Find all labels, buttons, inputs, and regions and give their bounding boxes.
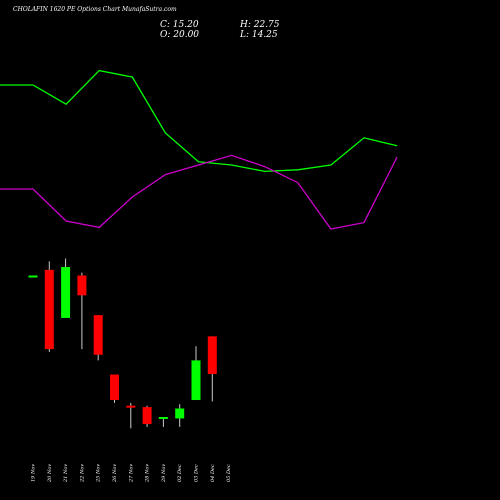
candle-body bbox=[110, 374, 119, 401]
candle-body bbox=[77, 275, 87, 296]
candle-body bbox=[158, 417, 168, 419]
open-value: O: 20.00 bbox=[160, 30, 200, 40]
green-indicator-line bbox=[0, 69, 398, 173]
x-tick-label: 19 Nov bbox=[31, 464, 37, 482]
x-tick-label: 20 Nov bbox=[47, 464, 53, 483]
candle-body bbox=[93, 315, 103, 355]
candle bbox=[61, 258, 71, 318]
candle-body bbox=[44, 269, 54, 350]
x-tick-label: 29 Nov bbox=[161, 464, 167, 483]
x-tick-label: 04 Dec bbox=[210, 464, 216, 482]
candle-body bbox=[207, 336, 217, 374]
indicator-lines bbox=[0, 69, 398, 230]
x-tick-label: 05 Dec bbox=[226, 464, 232, 482]
candle-body bbox=[142, 407, 152, 425]
candle bbox=[28, 275, 38, 278]
candle-body bbox=[191, 360, 201, 401]
candle bbox=[158, 417, 168, 427]
candle bbox=[44, 261, 54, 352]
x-tick-label: 28 Nov bbox=[145, 464, 151, 483]
x-tick-label: 27 Nov bbox=[128, 464, 134, 483]
chart-title: CHOLAFIN 1620 PE Options Chart MunafaSut… bbox=[13, 6, 177, 13]
candle bbox=[93, 315, 103, 361]
candle bbox=[110, 374, 119, 403]
candle-body bbox=[126, 405, 136, 408]
magenta-indicator-line bbox=[0, 154, 398, 230]
x-tick-label: 03 Dec bbox=[194, 464, 200, 482]
candle bbox=[77, 272, 87, 350]
candle bbox=[142, 405, 152, 427]
x-tick-label: 25 Nov bbox=[96, 464, 102, 483]
candle-body bbox=[175, 408, 185, 419]
x-tick-label: 21 Nov bbox=[63, 464, 69, 483]
high-value: H: 22.75 bbox=[240, 20, 280, 30]
x-tick-label: 22 Nov bbox=[79, 464, 85, 483]
x-axis-ticks: 19 Nov 20 Nov 21 Nov 22 Nov 25 Nov 26 Nov 27 N… bbox=[31, 464, 233, 483]
candle bbox=[191, 346, 201, 401]
x-tick-label: 26 Nov bbox=[112, 464, 118, 483]
close-value: C: 15.20 bbox=[160, 20, 199, 30]
candle bbox=[126, 402, 136, 429]
x-tick-label: 02 Dec bbox=[177, 464, 183, 482]
candle-body bbox=[61, 267, 71, 318]
candle bbox=[175, 404, 185, 427]
low-value: L: 14.25 bbox=[240, 30, 278, 40]
candle-body bbox=[28, 275, 38, 278]
candle bbox=[207, 336, 217, 402]
candles bbox=[28, 258, 217, 429]
